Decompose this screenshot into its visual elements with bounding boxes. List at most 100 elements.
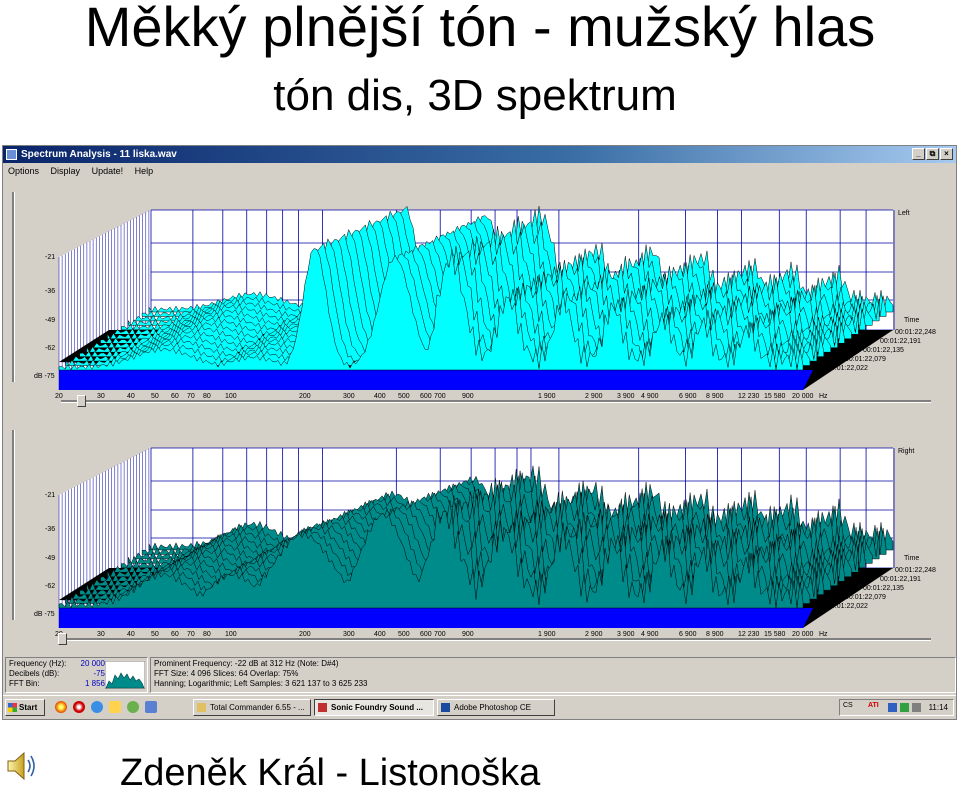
volume-icon[interactable] — [912, 703, 921, 712]
x-tick: 30 — [97, 631, 105, 638]
analysis-info: Prominent Frequency: -22 dB at 312 Hz (N… — [150, 657, 956, 693]
x-tick: 8 900 — [706, 631, 724, 638]
ie-icon[interactable] — [91, 701, 103, 713]
sound-app-icon — [318, 703, 327, 712]
x-tick: 3 900 — [617, 631, 635, 638]
explorer-icon[interactable] — [145, 701, 157, 713]
window-titlebar[interactable]: Spectrum Analysis - 11 liska.wav _ ⧉ × — [3, 146, 956, 163]
x-tick: 3 900 — [617, 393, 635, 400]
time-label: 00:01:22,079 — [845, 356, 886, 363]
slide-subtitle: tón dis, 3D spektrum — [0, 70, 960, 122]
x-tick: 80 — [203, 393, 211, 400]
x-tick: 200 — [299, 631, 311, 638]
start-button[interactable]: Start — [5, 699, 45, 716]
ati-icon[interactable]: ATI — [868, 702, 879, 709]
y-tick: -36 — [45, 288, 56, 295]
close-button[interactable]: × — [940, 148, 953, 160]
task-sonic-foundry[interactable]: Sonic Foundry Sound ... — [314, 699, 434, 716]
readout-value: 20 000 — [80, 659, 105, 668]
y-tick: -21 — [45, 254, 56, 261]
info-line: Prominent Frequency: -22 dB at 312 Hz (N… — [154, 659, 339, 668]
time-axis-title: Time — [904, 555, 920, 562]
speaker-icon[interactable] — [4, 748, 40, 784]
task-photoshop[interactable]: Adobe Photoshop CE — [437, 699, 555, 716]
x-tick: 400 — [374, 393, 386, 400]
horizontal-slider-thumb[interactable] — [58, 633, 67, 645]
x-tick: 6 900 — [679, 393, 697, 400]
x-tick: 20 — [55, 393, 63, 400]
time-label: 00:01:22,135 — [863, 585, 904, 592]
time-label: 00:01:22,248 — [895, 329, 936, 336]
menu-bar: Options Display Update! Help — [3, 163, 956, 179]
y-tick: -36 — [45, 526, 56, 533]
folder-icon — [197, 703, 206, 712]
messenger-icon[interactable] — [127, 701, 139, 713]
x-tick: 80 — [203, 631, 211, 638]
spectrum-slice — [58, 507, 804, 609]
time-label: 00:01:22,022 — [827, 365, 868, 372]
x-tick: 2 900 — [585, 393, 603, 400]
horizontal-slider-track[interactable] — [61, 400, 931, 403]
x-tick: 900 — [462, 393, 474, 400]
minimize-button[interactable]: _ — [912, 148, 925, 160]
system-tray: CS ATI 11:14 — [839, 699, 954, 716]
readout-value: -75 — [93, 669, 105, 678]
spectrum-slice — [58, 248, 804, 371]
x-tick: 40 — [127, 393, 135, 400]
x-tick: 300 — [343, 631, 355, 638]
x-tick: 40 — [127, 631, 135, 638]
time-label: 00:01:22,191 — [880, 576, 921, 583]
task-label: Sonic Foundry Sound ... — [331, 703, 423, 712]
footer-author: Zdeněk Král - Listonoška — [120, 752, 541, 794]
x-tick: 4 900 — [641, 631, 659, 638]
x-tick: 2 900 — [585, 631, 603, 638]
window-controls: _ ⧉ × — [912, 148, 953, 160]
floor — [59, 608, 813, 628]
taskbar-clock: 11:14 — [928, 703, 948, 712]
time-axis-title: Time — [904, 317, 920, 324]
task-label: Adobe Photoshop CE — [454, 703, 531, 712]
slide-subtitle-text: tón dis, 3D spektrum — [273, 71, 677, 120]
x-tick: 70 — [187, 631, 195, 638]
x-tick: 100 — [225, 393, 237, 400]
x-tick: 300 — [343, 393, 355, 400]
task-label: Total Commander 6.55 - ... — [210, 703, 305, 712]
menu-help[interactable]: Help — [134, 166, 154, 176]
photoshop-icon — [441, 703, 450, 712]
mini-spectrum-thumbnail — [105, 661, 145, 689]
y-tick: -62 — [45, 345, 56, 352]
x-tick: 30 — [97, 393, 105, 400]
shield-icon[interactable] — [900, 703, 909, 712]
x-tick: 1 900 — [538, 631, 556, 638]
cursor-readout: Frequency (Hz): 20 000 Decibels (dB): -75 … — [5, 657, 148, 693]
readout-row: FFT Bin: 1 856 — [9, 679, 105, 688]
x-tick: 100 — [225, 631, 237, 638]
language-indicator[interactable]: CS — [843, 702, 853, 709]
floor — [59, 370, 813, 390]
menu-options[interactable]: Options — [8, 166, 40, 176]
x-tick: 700 — [434, 393, 446, 400]
task-total-commander[interactable]: Total Commander 6.55 - ... — [193, 699, 311, 716]
horizontal-slider-track[interactable] — [61, 638, 931, 641]
x-tick: 8 900 — [706, 393, 724, 400]
restore-button[interactable]: ⧉ — [926, 148, 939, 160]
spectrum-panel-left: Left -21 -36 -49 -62 dB -75 20 30 40 50 60 70… — [3, 180, 956, 415]
horizontal-slider-thumb[interactable] — [77, 395, 86, 407]
browser-icon[interactable] — [55, 701, 67, 713]
y-tick: -49 — [45, 555, 56, 562]
x-tick: 500 — [398, 631, 410, 638]
menu-display[interactable]: Display — [50, 166, 81, 176]
y-tick: -49 — [45, 317, 56, 324]
media-icon[interactable] — [73, 701, 85, 713]
desktop-icon[interactable] — [109, 701, 121, 713]
x-tick: 400 — [374, 631, 386, 638]
menu-update[interactable]: Update! — [91, 166, 124, 176]
y-tick: dB -75 — [34, 373, 55, 380]
time-label: 00:01:22,191 — [880, 338, 921, 345]
network-icon[interactable] — [888, 703, 897, 712]
taskbar: Start Total Commander 6.55 - ... Sonic F… — [3, 695, 956, 719]
x-tick: 20 000 — [792, 631, 814, 638]
x-tick: 6 900 — [679, 631, 697, 638]
vertical-zoom-slider[interactable] — [12, 430, 15, 620]
vertical-zoom-slider[interactable] — [12, 192, 15, 382]
